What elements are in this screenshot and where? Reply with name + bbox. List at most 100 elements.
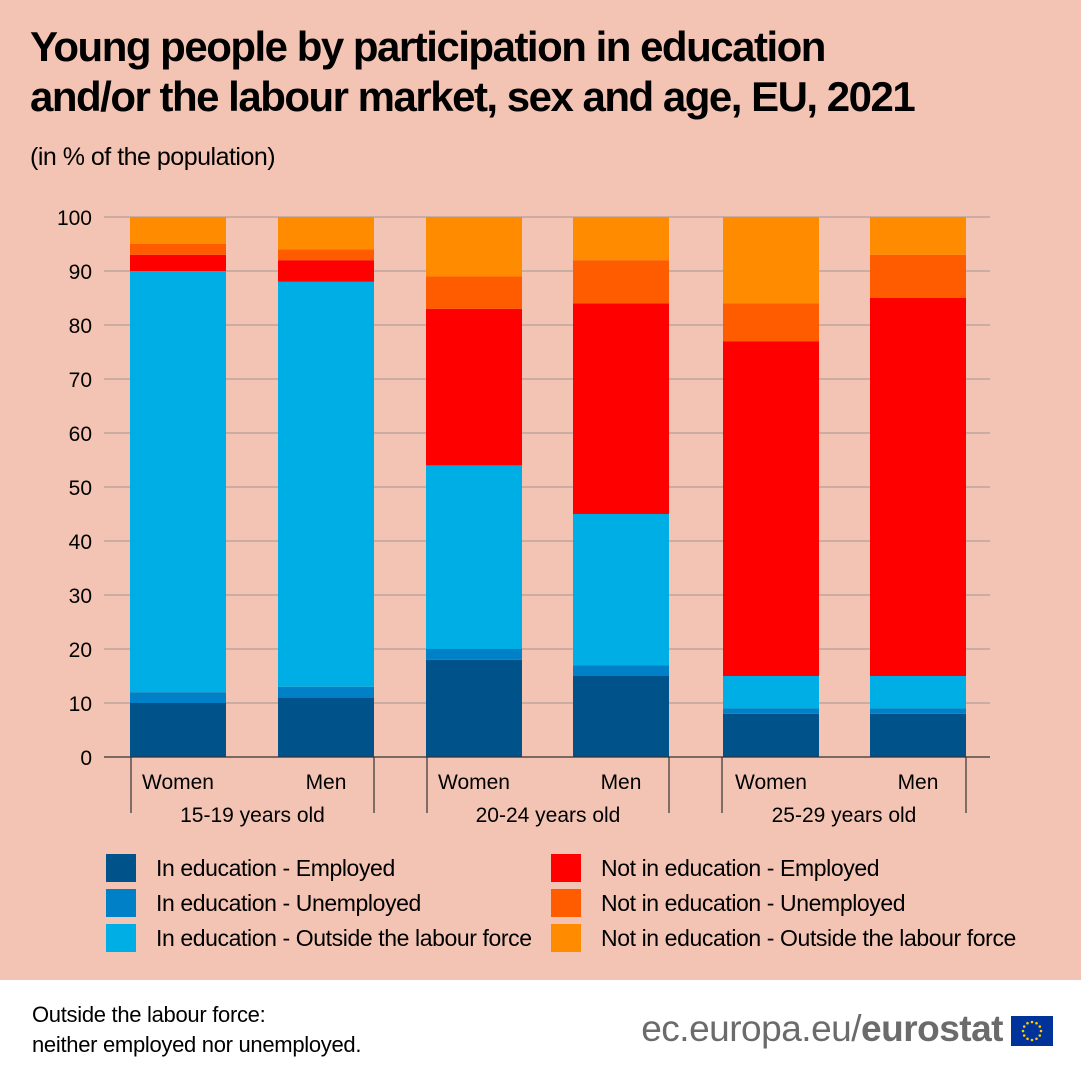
legend-item: In education - Employed	[106, 853, 395, 883]
bar-segment	[278, 686, 374, 698]
legend-swatch	[551, 889, 581, 917]
bar-segment	[278, 249, 374, 261]
y-tick-label: 90	[69, 261, 92, 284]
legend-label: In education - Outside the labour force	[156, 924, 532, 951]
legend-swatch	[106, 924, 136, 952]
bar-segment	[723, 341, 819, 676]
bar-segment	[426, 649, 522, 660]
x-group-label: 25-29 years old	[772, 804, 917, 827]
bar-segment	[723, 708, 819, 714]
bar-segment	[870, 217, 966, 255]
footnote: Outside the labour force: neither employ…	[32, 1000, 361, 1060]
flag-star	[1038, 1025, 1042, 1028]
y-tick-label: 60	[69, 423, 92, 446]
legend-item: In education - Unemployed	[106, 888, 421, 918]
flag-star	[1030, 1020, 1034, 1024]
eu-flag-icon	[1011, 1016, 1053, 1046]
chart-title: Young people by participation in educati…	[30, 22, 1070, 122]
bar-segment	[426, 308, 522, 466]
eurostat-link[interactable]: ec.europa.eu/eurostat	[641, 1008, 1003, 1050]
footnote-line-1: Outside the labour force:	[32, 1002, 266, 1027]
bar-segment	[870, 713, 966, 757]
bar-segment	[426, 217, 522, 277]
bar-segment	[278, 697, 374, 757]
flag-star	[1030, 1038, 1034, 1042]
legend-swatch	[106, 889, 136, 917]
bar-segment	[573, 676, 669, 757]
x-group-label: 20-24 years old	[476, 804, 621, 827]
legend-swatch	[106, 854, 136, 882]
chart-subtitle: (in % of the population)	[30, 143, 276, 171]
flag-star	[1026, 1037, 1029, 1041]
bar-segment	[870, 298, 966, 676]
legend-item: Not in education - Unemployed	[551, 888, 906, 918]
bar-segment	[278, 281, 374, 687]
bar-segment	[130, 271, 226, 693]
bar-segment	[573, 514, 669, 666]
legend-item: Not in education - Outside the labour fo…	[551, 923, 1016, 953]
bar-segment	[426, 659, 522, 757]
y-tick-label: 30	[69, 585, 92, 608]
legend-label: In education - Unemployed	[156, 889, 421, 916]
title-line-1: Young people by participation in educati…	[30, 23, 826, 70]
legend-item: Not in education - Employed	[551, 853, 880, 883]
bar-segment	[130, 244, 226, 255]
bar-segment	[130, 217, 226, 244]
y-tick-label: 100	[57, 207, 92, 230]
bar-segment	[426, 465, 522, 649]
bar-segment	[870, 254, 966, 298]
bar-segment	[130, 703, 226, 757]
bar-segment	[130, 254, 226, 271]
x-group-label: 15-19 years old	[180, 804, 325, 827]
legend-swatch	[551, 854, 581, 882]
x-tick-label: Men	[601, 771, 642, 794]
bar-segment	[278, 260, 374, 282]
bar-segment	[573, 260, 669, 304]
bar-segment	[573, 217, 669, 261]
x-tick-label: Men	[306, 771, 347, 794]
bar-segment	[573, 303, 669, 514]
flag-star	[1022, 1034, 1026, 1037]
title-line-2: and/or the labour market, sex and age, E…	[30, 73, 916, 120]
flag-star	[1026, 1021, 1029, 1025]
flag-star	[1038, 1034, 1042, 1037]
bar-segment	[278, 217, 374, 250]
bar-segment	[723, 676, 819, 709]
x-tick-label: Women	[142, 771, 214, 794]
brand-name: eurostat	[861, 1008, 1003, 1049]
bar-segment	[426, 276, 522, 309]
stacked-bar-chart: 0 10 20 30 40 50 60 70 80 90 100 Women Men Women Men Wo…	[57, 207, 990, 827]
flag-star	[1022, 1025, 1026, 1028]
bar-segment	[130, 692, 226, 703]
y-tick-label: 40	[69, 531, 92, 554]
y-tick-label: 10	[69, 693, 92, 716]
legend-label: Not in education - Employed	[601, 854, 880, 881]
brand-prefix: ec.europa.eu/	[641, 1008, 862, 1049]
y-tick-label: 50	[69, 477, 92, 500]
bar-segment	[723, 217, 819, 304]
legend-swatch	[551, 924, 581, 952]
footnote-line-2: neither employed nor unemployed.	[32, 1032, 362, 1057]
bar-segment	[723, 713, 819, 757]
bar-segment	[870, 708, 966, 714]
y-tick-label: 70	[69, 369, 92, 392]
legend-label: Not in education - Outside the labour fo…	[601, 924, 1016, 951]
bar-segment	[573, 665, 669, 676]
y-tick-label: 0	[80, 747, 92, 770]
footer: Outside the labour force: neither employ…	[0, 980, 1081, 1081]
x-tick-label: Men	[898, 771, 939, 794]
legend-label: Not in education - Unemployed	[601, 889, 906, 916]
legend-label: In education - Employed	[156, 854, 395, 881]
bar-segment	[870, 676, 966, 709]
y-tick-label: 20	[69, 639, 92, 662]
legend: In education - Employed In education - U…	[0, 850, 1081, 960]
flag-star	[1035, 1037, 1038, 1041]
flag-star	[1035, 1021, 1038, 1025]
flag-star	[1021, 1029, 1025, 1033]
x-tick-label: Women	[735, 771, 807, 794]
flag-star	[1039, 1029, 1043, 1033]
x-tick-label: Women	[438, 771, 510, 794]
bar-segment	[723, 303, 819, 342]
legend-item: In education - Outside the labour force	[106, 923, 532, 953]
y-tick-label: 80	[69, 315, 92, 338]
